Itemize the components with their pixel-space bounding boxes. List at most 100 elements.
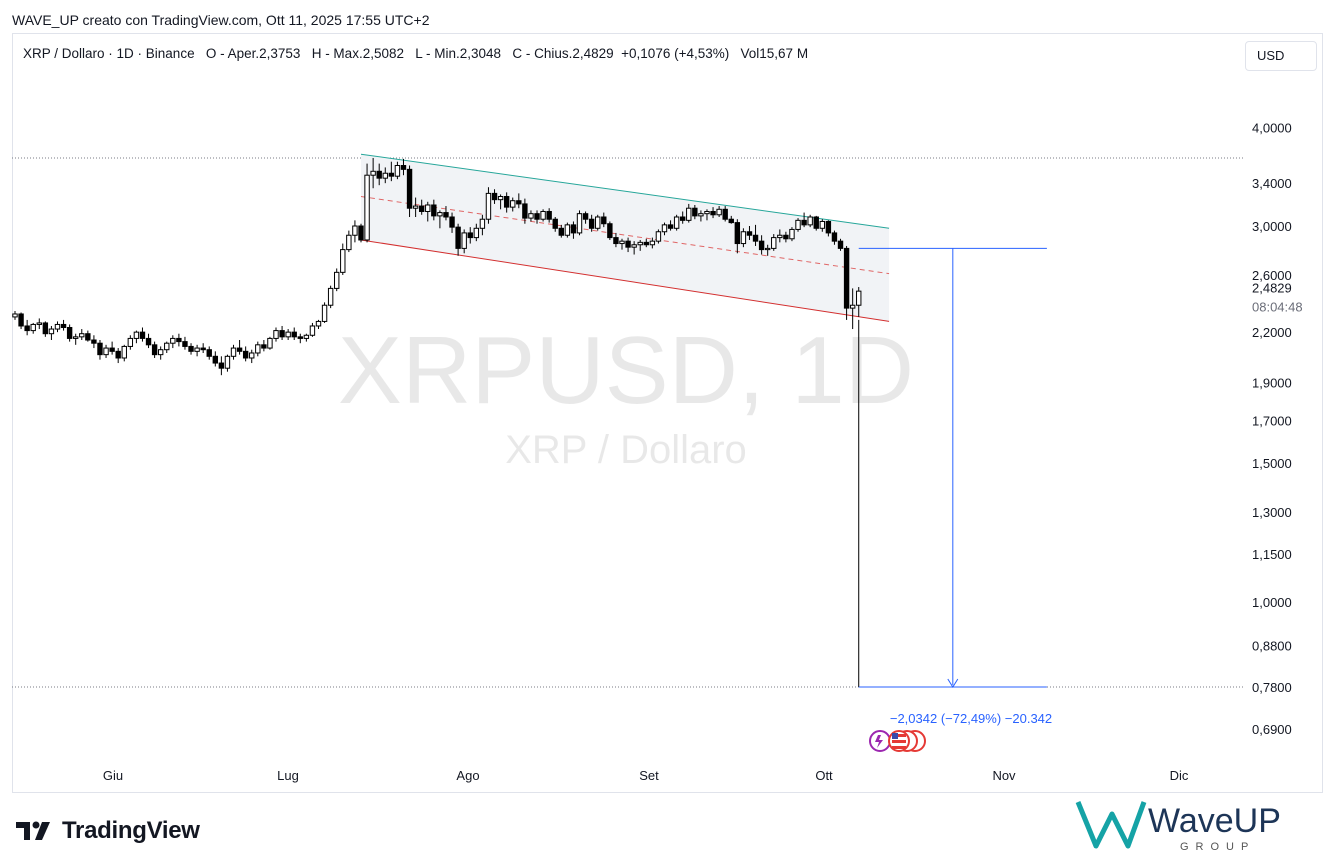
candle [279,325,285,341]
legend-high: H - Max.2,5082 [311,46,404,61]
candle [740,228,747,248]
candle [619,238,625,250]
candle [212,351,219,367]
candle [182,336,188,350]
candle [643,238,649,248]
y-tick-label: 0,8800 [1252,639,1292,654]
countdown-label: 08:04:48 [1252,300,1303,315]
candle [637,239,643,251]
candle [722,206,728,222]
price-range-measure[interactable]: −2,0342 (−72,49%) −20.342 [858,247,1052,726]
tradingview-wordmark: TradingView [62,817,200,844]
last-price-label: 2,4829 [1252,281,1292,296]
y-tick-label: 1,7000 [1252,413,1292,428]
candle [242,346,249,362]
x-tick-label: Set [639,768,659,783]
candle [48,325,55,341]
candle [819,219,826,232]
candle [856,287,862,317]
event-markers[interactable] [869,730,926,752]
candle [479,214,486,236]
candle [358,223,364,243]
flag-stripe [892,740,906,743]
candle [789,227,795,242]
candle [334,268,340,292]
candle [777,229,783,243]
candle [36,318,42,330]
candle [497,194,504,210]
price-axis[interactable]: 4,0000 3,4000 3,0000 2,6000 2,2000 1,9000 1,70… [1252,121,1303,737]
candle [24,319,30,336]
channel-bottom-line [360,239,890,322]
watermark: XRPUSD, 1D XRP / Dollaro [338,317,914,472]
candle [582,211,589,224]
candle [157,346,164,360]
candle [595,214,601,231]
tradingview-logo[interactable]: TradingView [16,816,200,846]
candle [686,203,692,223]
candle [267,336,273,350]
legend-change: +0,1076 (+4,53%) [621,46,730,61]
candle [79,329,85,341]
candle [601,212,607,228]
candle [188,343,194,355]
candle [564,222,571,238]
candle [461,229,467,254]
measure-label: −2,0342 (−72,49%) −20.342 [890,711,1052,726]
candle [649,237,656,249]
currency-button[interactable]: USD [1245,41,1317,71]
y-tick-label: 1,0000 [1252,595,1292,610]
candle [667,220,674,231]
candle [400,158,407,176]
candle [631,241,637,255]
candle [145,333,152,349]
candle [200,343,206,353]
waveup-wave-icon [1075,801,1147,849]
candle [443,206,449,221]
candle [764,244,771,256]
candle [758,235,765,255]
x-tick-label: Dic [1170,768,1189,783]
candle [588,214,595,232]
candle [370,157,376,189]
candle [528,210,534,222]
candle [625,237,631,253]
y-tick-label: 2,6000 [1252,268,1292,283]
candle [473,223,480,242]
candle [516,193,522,209]
candle [91,335,97,349]
candle [364,163,370,243]
candle [321,302,328,323]
y-tick-label: 2,2000 [1252,325,1292,340]
x-tick-label: Nov [992,768,1016,783]
y-tick-label: 3,0000 [1252,219,1292,234]
candle [109,341,115,355]
candle [728,215,734,224]
candle [546,208,552,223]
candle [285,329,291,341]
legend-volume: Vol15,67 M [740,46,809,61]
y-tick-label: 1,3000 [1252,505,1292,520]
candle [12,311,18,320]
x-tick-label: Ott [815,768,833,783]
candle [170,335,176,349]
time-axis[interactable]: Giu Lug Ago Set Ott Nov Dic [103,768,1189,783]
candle [194,344,200,357]
candle [255,341,261,357]
candle [807,214,813,228]
measure-arrow-head-icon [947,678,959,688]
candle [837,238,844,251]
flag-canton [892,733,898,739]
trend-channel[interactable] [360,153,890,322]
candle [576,210,583,236]
legend-close: C - Chius.2,4829 [512,46,614,61]
y-tick-label: 1,9000 [1252,375,1292,390]
candle [224,354,231,372]
candle [406,165,413,217]
channel-top-line [360,153,890,229]
candle [673,214,680,231]
watermark-name: XRP / Dollaro [505,428,747,472]
candle [455,223,461,256]
candle [710,207,716,219]
